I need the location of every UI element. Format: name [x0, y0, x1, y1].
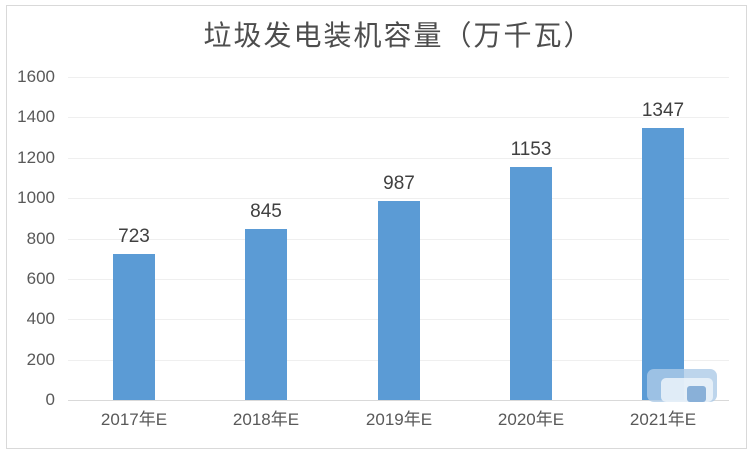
- bar-value-label: 987: [383, 173, 415, 194]
- gridline: [68, 117, 729, 118]
- bar: [245, 229, 287, 400]
- x-axis-labels: 2017年E 2018年E 2019年E 2020年E 2021年E: [68, 409, 729, 433]
- watermark-core-square-icon: [687, 386, 706, 402]
- x-tick-label: 2020年E: [497, 410, 565, 429]
- y-tick-label: 1600: [17, 67, 55, 86]
- gridline: [68, 158, 729, 159]
- x-tick-label: 2019年E: [365, 410, 433, 429]
- y-tick-label: 1400: [17, 107, 55, 126]
- y-axis-labels: 0 200 400 600 800 1000 1200 1400 1600: [0, 67, 55, 409]
- x-axis-line: [68, 400, 729, 401]
- y-tick-label: 1000: [17, 188, 55, 207]
- bar-value-label: 845: [250, 201, 282, 222]
- gridline: [68, 77, 729, 78]
- bar-value-label: 723: [118, 226, 150, 247]
- x-tick-label: 2021年E: [629, 410, 697, 429]
- brand-watermark-logo: [647, 369, 717, 402]
- y-tick-label: 0: [45, 390, 55, 409]
- x-tick-label: 2018年E: [232, 410, 300, 429]
- chart-title: 垃圾发电装机容量（万千瓦）: [203, 21, 594, 52]
- bar: [642, 128, 684, 400]
- y-tick-label: 1200: [17, 148, 55, 167]
- y-tick-label: 400: [26, 309, 55, 328]
- bar: [378, 201, 420, 400]
- bar: [510, 167, 552, 400]
- bar-value-label: 1347: [641, 100, 685, 121]
- plot-area: 723 845 987 1153 1347: [68, 77, 729, 401]
- gridline: [68, 198, 729, 199]
- bar-value-label: 1153: [510, 139, 552, 160]
- y-tick-label: 800: [26, 229, 55, 248]
- y-tick-label: 200: [26, 350, 55, 369]
- bar: [113, 254, 155, 400]
- y-tick-label: 600: [26, 269, 55, 288]
- x-tick-label: 2017年E: [100, 410, 168, 429]
